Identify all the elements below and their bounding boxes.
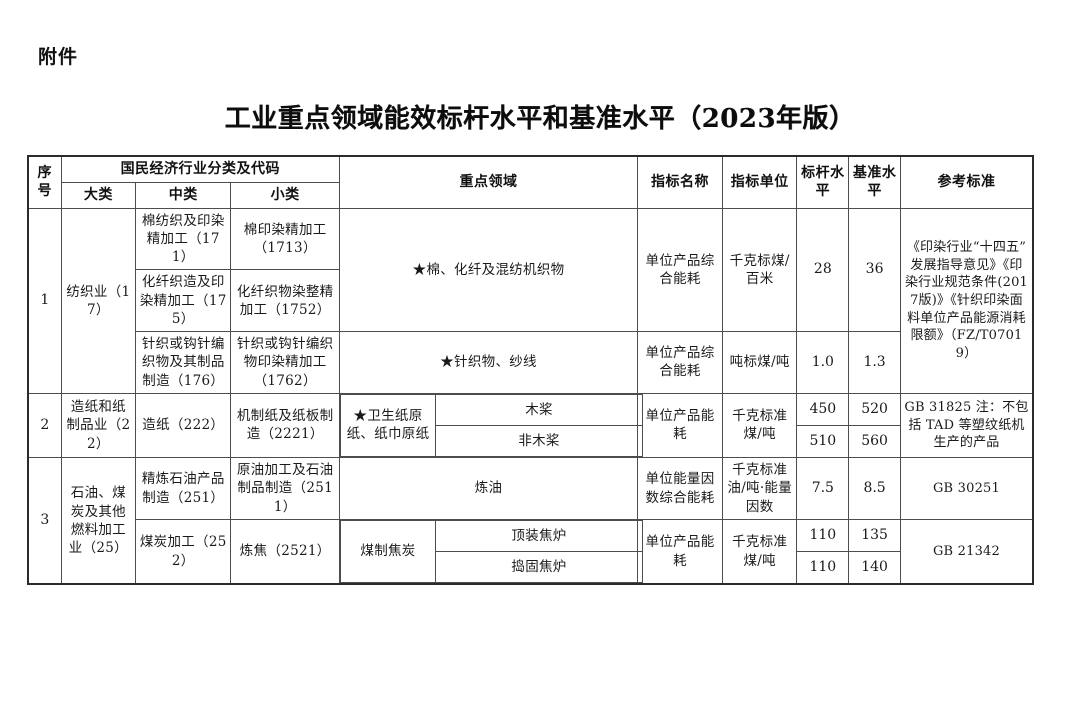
cell-middle: 棉纺织及印染精加工（171） xyxy=(135,207,232,271)
table-row: 3 石油、煤炭及其他燃料加工业（25） 精炼石油产品制造（251） 原油加工及石… xyxy=(26,457,1034,585)
header-middle: 中类 xyxy=(135,181,232,209)
cell-major: 石油、煤炭及其他燃料加工业（25） xyxy=(60,457,137,585)
cell-benchmark: 510 xyxy=(796,424,850,459)
cell-sub-field: 木桨 xyxy=(435,393,644,426)
cell-major: 纺织业（17） xyxy=(60,207,137,394)
cell-benchmark: 28 xyxy=(796,207,850,333)
table-row: 1 纺织业（17） 棉纺织及印染精加工（171） 棉印染精加工（1713） ★棉… xyxy=(26,207,1034,394)
cell-baseline: 135 xyxy=(848,518,901,553)
cell-indicator-unit: 吨标煤/吨 xyxy=(721,331,798,394)
cell-reference-standard: GB 21342 xyxy=(899,518,1034,585)
cell-sub-field: 顶装焦炉 xyxy=(435,519,644,553)
cell-field-split: ★卫生纸原纸、纸巾原纸 木桨 非木桨 xyxy=(339,392,644,459)
header-row-1: 序号 国民经济行业分类及代码 重点领域 指标名称 指标单位 标杆水平 基准水平 … xyxy=(26,154,1034,209)
cell-sub-field: 捣固焦炉 xyxy=(435,551,644,584)
cell-baseline: 560 xyxy=(848,424,901,459)
cell-benchmark: 1.0 xyxy=(796,331,850,394)
cell-minor: 炼焦（2521） xyxy=(230,518,341,585)
cell-indicator-unit: 千克标准油/吨·能量因数 xyxy=(721,457,798,520)
cell-middle: 煤炭加工（252） xyxy=(135,518,232,585)
table-body: 1 纺织业（17） 棉纺织及印染精加工（171） 棉印染精加工（1713） ★棉… xyxy=(26,207,1034,586)
cell-benchmark: 7.5 xyxy=(796,457,850,520)
cell-sub-field: 非木桨 xyxy=(435,424,644,458)
cell-middle: 针织或钩针编织物及其制品制造（176） xyxy=(135,331,232,394)
cell-field-split: 煤制焦炭 顶装焦炉 捣固焦炉 xyxy=(339,518,644,585)
cell-benchmark: 110 xyxy=(796,551,850,586)
cell-field: ★棉、化纤及混纺机织物 xyxy=(339,207,639,333)
table-row: 110 140 xyxy=(28,551,1033,586)
cell-indicator-name: 单位能量因数综合能耗 xyxy=(637,457,723,520)
header-minor: 小类 xyxy=(230,181,341,209)
cell-minor: 原油加工及石油制品制造（2511） xyxy=(230,457,341,520)
cell-minor: 棉印染精加工（1713） xyxy=(230,207,341,271)
cell-field-group: ★卫生纸原纸、纸巾原纸 xyxy=(340,393,437,458)
table-row: 煤炭加工（252） 炼焦（2521） 煤制焦炭 顶装焦炉 捣固焦炉 xyxy=(28,518,1034,585)
cell-minor: 化纤织物染整精加工（1752） xyxy=(230,269,341,333)
header-reference-standard: 参考标准 xyxy=(899,154,1034,209)
cell-indicator-name: 单位产品综合能耗 xyxy=(637,207,723,333)
cell-baseline: 520 xyxy=(848,392,901,426)
cell-major: 造纸和纸制品业（22） xyxy=(60,392,137,459)
cell-seq: 2 xyxy=(26,392,62,459)
energy-efficiency-table: 序号 国民经济行业分类及代码 重点领域 指标名称 指标单位 标杆水平 基准水平 … xyxy=(26,154,1034,586)
cell-field: ★针织物、纱线 xyxy=(339,331,639,394)
header-indicator-unit: 指标单位 xyxy=(721,154,798,209)
cell-seq: 1 xyxy=(26,207,62,394)
cell-indicator-name: 单位产品综合能耗 xyxy=(637,331,723,394)
table-row: 化纤织造及印染精加工（175） 化纤织物染整精加工（1752） xyxy=(28,269,1033,333)
header-indicator-name: 指标名称 xyxy=(637,154,723,209)
attachment-label: 附件 xyxy=(38,46,79,68)
cell-indicator-name: 单位产品能耗 xyxy=(637,392,723,459)
cell-reference-standard: GB 30251 xyxy=(899,457,1034,520)
table-row: 2 造纸和纸制品业（22） 造纸（222） 机制纸及纸板制造（2221） ★卫生… xyxy=(26,392,1034,459)
header-benchmark-level: 标杆水平 xyxy=(796,154,850,209)
cell-minor: 针织或钩针编织物印染精加工（1762） xyxy=(230,331,341,394)
field-split-table: 煤制焦炭 顶装焦炉 捣固焦炉 xyxy=(340,519,644,584)
header-seq: 序号 xyxy=(26,154,62,209)
header-field: 重点领域 xyxy=(339,154,639,209)
cell-field-group: 煤制焦炭 xyxy=(340,519,437,584)
field-split-table: ★卫生纸原纸、纸巾原纸 木桨 非木桨 xyxy=(340,393,644,458)
cell-middle: 造纸（222） xyxy=(135,392,232,459)
table-row: 510 560 xyxy=(28,424,1033,459)
cell-baseline: 8.5 xyxy=(848,457,901,520)
table-header: 序号 国民经济行业分类及代码 重点领域 指标名称 指标单位 标杆水平 基准水平 … xyxy=(26,154,1034,209)
cell-benchmark: 450 xyxy=(796,392,850,426)
cell-seq: 3 xyxy=(26,457,62,585)
cell-middle: 化纤织造及印染精加工（175） xyxy=(135,269,232,333)
page-title: 工业重点领域能效标杆水平和基准水平（2023年版） xyxy=(224,104,856,134)
header-classification-group: 国民经济行业分类及代码 xyxy=(60,154,341,183)
cell-baseline: 36 xyxy=(848,207,901,333)
cell-middle: 精炼石油产品制造（251） xyxy=(135,457,232,520)
table-row: 针织或钩针编织物及其制品制造（176） 针织或钩针编织物印染精加工（1762） … xyxy=(28,331,1033,394)
cell-reference-standard: 《印染行业“十四五”发展指导意见》《印染行业规范条件(2017版)》《针织印染面… xyxy=(899,207,1034,394)
cell-indicator-name: 单位产品能耗 xyxy=(637,518,723,585)
cell-field: 炼油 xyxy=(339,457,639,520)
cell-baseline: 140 xyxy=(848,551,901,586)
cell-reference-standard: GB 31825 注：不包括 TAD 等塑纹纸机生产的产品 xyxy=(899,392,1034,459)
cell-baseline: 1.3 xyxy=(848,331,901,394)
cell-indicator-unit: 千克标准煤/吨 xyxy=(721,518,798,585)
header-row-2: 大类 中类 小类 xyxy=(28,181,1033,209)
energy-efficiency-table-wrapper: 序号 国民经济行业分类及代码 重点领域 指标名称 指标单位 标杆水平 基准水平 … xyxy=(26,154,1034,586)
cell-indicator-unit: 千克标准煤/吨 xyxy=(721,392,798,459)
header-baseline-level: 基准水平 xyxy=(848,154,901,209)
cell-minor: 机制纸及纸板制造（2221） xyxy=(230,392,341,459)
cell-indicator-unit: 千克标煤/百米 xyxy=(721,207,798,333)
cell-benchmark: 110 xyxy=(796,518,850,553)
header-major: 大类 xyxy=(60,181,137,209)
